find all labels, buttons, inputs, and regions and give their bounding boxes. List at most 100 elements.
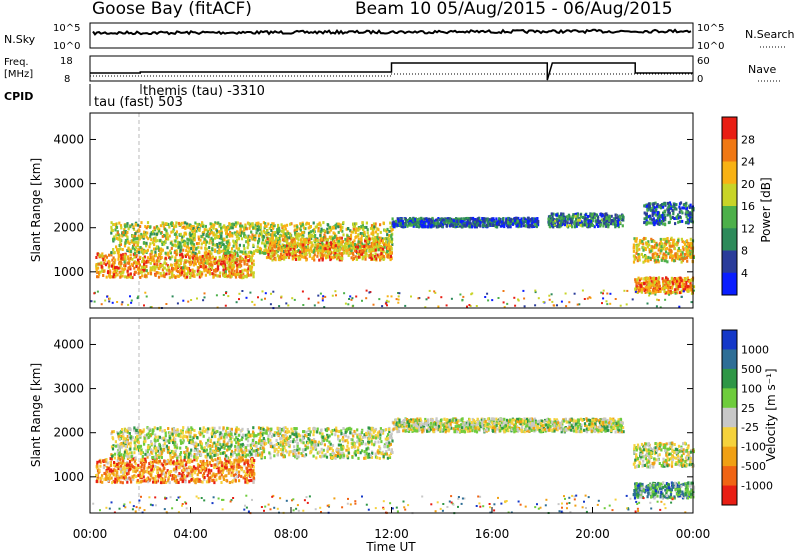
range-cell xyxy=(276,228,279,232)
range-cell xyxy=(505,221,508,224)
range-cell xyxy=(662,202,665,206)
range-cell xyxy=(191,231,194,235)
range-cell xyxy=(96,275,99,279)
range-cell xyxy=(175,269,178,273)
range-cell xyxy=(154,250,157,254)
range-cell xyxy=(224,304,227,307)
range-cell xyxy=(346,248,349,252)
range-cell xyxy=(589,224,592,228)
range-cell xyxy=(518,224,521,228)
range-cell xyxy=(387,236,390,240)
range-cell xyxy=(112,271,115,275)
range-cell xyxy=(260,230,263,234)
range-cell xyxy=(220,249,223,253)
range-cell xyxy=(287,256,291,260)
range-cell xyxy=(190,299,193,301)
range-cell xyxy=(218,241,221,245)
range-cell xyxy=(147,260,150,264)
range-cell xyxy=(243,260,246,264)
range-cell xyxy=(163,242,166,246)
range-cell xyxy=(647,291,650,294)
range-cell xyxy=(675,279,679,283)
range-cell xyxy=(145,226,148,230)
range-cell xyxy=(217,267,220,271)
range-cell xyxy=(167,237,170,241)
range-cell xyxy=(492,217,495,221)
range-cell xyxy=(243,232,246,235)
range-cell xyxy=(604,212,607,216)
range-cell xyxy=(439,221,442,225)
range-cell xyxy=(377,228,380,232)
range-cell xyxy=(322,295,325,298)
range-cell xyxy=(343,243,347,247)
range-cell xyxy=(154,273,157,277)
range-cell xyxy=(312,250,315,254)
range-cell xyxy=(679,249,682,253)
range-cell xyxy=(183,231,186,235)
range-cell xyxy=(323,238,326,242)
range-cell xyxy=(685,206,688,210)
range-cell xyxy=(265,241,269,244)
range-cell xyxy=(686,259,689,263)
range-cell xyxy=(450,217,453,221)
range-cell xyxy=(382,258,385,261)
range-cell xyxy=(252,263,255,267)
range-cell xyxy=(648,248,651,251)
range-cell xyxy=(502,217,505,220)
range-cell xyxy=(117,251,120,255)
range-cell xyxy=(293,298,296,301)
range-cell xyxy=(203,257,206,261)
range-cell xyxy=(385,301,388,304)
range-cell xyxy=(667,252,670,256)
range-cell xyxy=(602,292,604,295)
range-cell xyxy=(602,297,605,300)
range-cell xyxy=(183,269,186,273)
range-cell xyxy=(355,235,358,239)
range-cell xyxy=(205,240,208,244)
range-cell xyxy=(384,243,387,247)
range-cell xyxy=(352,253,355,257)
range-cell xyxy=(199,256,202,260)
range-cell xyxy=(516,224,519,227)
range-cell xyxy=(410,219,413,223)
range-cell xyxy=(660,258,663,262)
range-cell xyxy=(261,235,264,239)
range-cell xyxy=(375,239,378,243)
range-cell xyxy=(676,257,679,261)
range-cell xyxy=(131,223,134,227)
range-cell xyxy=(194,256,198,260)
nsky-panel: N.Sky 10^5 10^0 10^5 10^0 N.Search xyxy=(4,22,795,52)
range-cell xyxy=(274,231,277,234)
range-cell xyxy=(302,237,306,241)
range-cell xyxy=(497,223,501,227)
range-cell xyxy=(385,299,388,302)
range-cell xyxy=(187,270,190,274)
range-cell xyxy=(681,206,684,210)
range-cell xyxy=(352,227,355,231)
range-cell xyxy=(590,214,593,218)
range-cell xyxy=(232,244,235,248)
range-cell xyxy=(650,239,653,243)
range-cell xyxy=(339,228,342,232)
range-cell xyxy=(349,251,352,255)
range-cell xyxy=(657,222,660,226)
range-cell xyxy=(374,222,377,226)
range-cell xyxy=(666,246,669,250)
station-title: Goose Bay (fitACF) xyxy=(92,0,252,19)
range-cell xyxy=(222,254,225,258)
range-cell xyxy=(129,272,132,276)
range-cell xyxy=(279,252,283,256)
range-cell xyxy=(186,253,189,257)
range-cell xyxy=(284,246,287,250)
range-cell xyxy=(293,240,297,244)
range-cell xyxy=(617,222,620,226)
range-cell xyxy=(145,235,148,239)
range-cell xyxy=(388,248,391,252)
range-cell xyxy=(334,244,337,248)
range-cell xyxy=(525,223,528,227)
range-cell xyxy=(688,242,691,246)
range-cell xyxy=(386,249,389,253)
range-cell xyxy=(475,225,478,229)
range-cell xyxy=(211,474,214,478)
range-cell xyxy=(194,259,197,263)
